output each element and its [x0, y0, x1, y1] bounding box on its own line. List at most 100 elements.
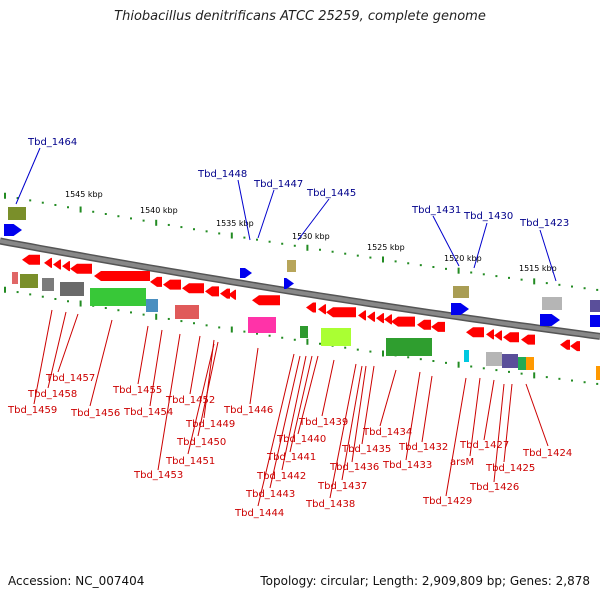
leader-line	[47, 311, 67, 389]
tick-dot	[293, 244, 296, 247]
gene-label[interactable]: Tbd_1447	[253, 179, 303, 190]
tick-dot	[571, 285, 573, 288]
tick-dots	[4, 192, 599, 385]
gene-label[interactable]: Tbd_1457	[45, 373, 95, 384]
gene-label[interactable]: arsM	[450, 457, 474, 468]
tick-dot	[41, 295, 44, 298]
tick-dot	[230, 326, 233, 333]
tick-dot	[268, 334, 271, 337]
domain-box	[60, 282, 84, 296]
leader-line	[379, 369, 397, 427]
gene-label[interactable]: Tbd_1425	[485, 463, 535, 474]
leader-line	[257, 189, 275, 239]
gene-label[interactable]: Tbd_1424	[522, 448, 572, 459]
gene-label[interactable]: Tbd_1435	[341, 444, 391, 455]
gene-label[interactable]: Tbd_1436	[329, 462, 379, 473]
gene-arrow	[182, 283, 204, 294]
leader-line	[432, 215, 460, 267]
tick-dot	[306, 338, 309, 345]
tick-dot	[369, 256, 372, 259]
tick-dot	[344, 252, 347, 255]
label-leaders	[15, 147, 557, 507]
leader-line	[341, 365, 363, 481]
domain-box	[453, 286, 469, 298]
gene-label[interactable]: Tbd_1441	[266, 452, 316, 463]
leader-line	[351, 365, 367, 463]
gene-label[interactable]: Tbd_1464	[27, 137, 77, 148]
domain-box	[20, 274, 38, 288]
gene-label[interactable]: Tbd_1446	[223, 405, 273, 416]
tick-dot	[306, 244, 309, 251]
gene-label[interactable]: Tbd_1427	[459, 440, 509, 451]
leader-line	[297, 198, 330, 241]
gene-arrow	[376, 313, 384, 324]
domain-box	[321, 328, 351, 346]
leader-line	[469, 377, 481, 457]
tick-dot	[29, 199, 32, 202]
leader-line	[149, 329, 163, 407]
gene-label[interactable]: Tbd_1433	[382, 460, 432, 471]
leader-line	[57, 313, 79, 373]
tick-dot	[155, 313, 158, 320]
leader-line	[15, 147, 41, 205]
domain-box	[90, 288, 146, 306]
gene-label[interactable]: Tbd_1431	[411, 205, 461, 216]
gene-label[interactable]: Tbd_1440	[276, 434, 326, 445]
tick-dot	[583, 287, 586, 290]
genome-summary-text: Topology: circular; Length: 2,909,809 bp…	[260, 574, 590, 588]
tick-dot	[218, 232, 221, 235]
gene-label[interactable]: Tbd_1438	[305, 499, 355, 510]
tick-dot	[167, 317, 170, 320]
leader-line	[137, 325, 149, 385]
gene-label[interactable]: Tbd_1450	[176, 437, 226, 448]
tick-dot	[268, 240, 271, 243]
gene-label[interactable]: Tbd_1430	[463, 211, 513, 222]
tick-dot	[4, 286, 6, 293]
gene-arrow	[4, 224, 22, 236]
gene-label[interactable]: Tbd_1423	[519, 218, 569, 229]
gene-label[interactable]: Tbd_1439	[298, 417, 348, 428]
domain-box	[12, 272, 18, 284]
gene-label[interactable]: Tbd_1426	[469, 482, 519, 493]
gene-label[interactable]: Tbd_1455	[112, 385, 162, 396]
gene-label[interactable]: Tbd_1453	[133, 470, 183, 481]
tick-dot	[407, 356, 410, 359]
gene-arrow	[358, 310, 366, 321]
gene-label[interactable]: Tbd_1456	[70, 408, 120, 419]
tick-dot	[382, 350, 384, 357]
gene-label[interactable]: Tbd_1458	[27, 389, 77, 400]
gene-label[interactable]: Tbd_1432	[398, 442, 448, 453]
tick-dot	[67, 300, 69, 303]
gene-label[interactable]: Tbd_1437	[317, 481, 367, 492]
gene-label[interactable]: Tbd_1448	[197, 169, 247, 180]
tick-dot	[533, 372, 536, 379]
tick-dot	[130, 311, 132, 314]
gene-label[interactable]: Tbd_1452	[165, 395, 215, 406]
tick-dot	[545, 376, 548, 379]
gene-label[interactable]: Tbd_1449	[185, 419, 235, 430]
tick-dot	[205, 230, 208, 233]
gene-label[interactable]: Tbd_1454	[123, 407, 173, 418]
tick-dot	[117, 215, 120, 218]
gene-arrow	[570, 341, 580, 352]
domain-box	[42, 278, 54, 291]
gene-label[interactable]: Tbd_1442	[256, 471, 306, 482]
gene-arrow	[306, 302, 316, 313]
gene-label[interactable]: Tbd_1444	[234, 508, 284, 519]
gene-label[interactable]: Tbd_1434	[362, 427, 412, 438]
tick-dot	[155, 219, 158, 226]
gene-label[interactable]: Tbd_1429	[422, 496, 472, 507]
tick-dot	[180, 320, 183, 323]
gene-label[interactable]: Tbd_1451	[165, 456, 215, 467]
gene-label[interactable]: Tbd_1443	[245, 489, 295, 500]
leader-line	[197, 341, 219, 437]
tick-dot	[394, 260, 397, 263]
leader-line	[445, 377, 467, 497]
gene-label[interactable]: Tbd_1459	[7, 405, 57, 416]
tick-dot	[16, 291, 19, 294]
gene-label[interactable]: Tbd_1445	[306, 188, 356, 199]
tick-dot	[92, 210, 95, 213]
domain-box	[175, 305, 199, 319]
tick-dot	[16, 197, 19, 200]
tick-dot	[583, 381, 586, 384]
